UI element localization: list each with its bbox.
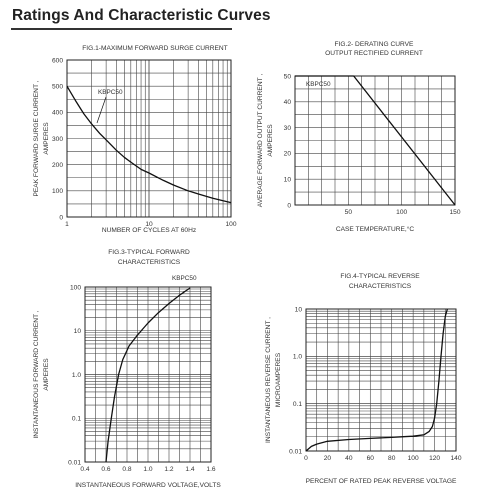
fig2-ytick-label: 30 xyxy=(284,125,292,132)
fig3-ytick-label: 10 xyxy=(74,328,82,335)
fig3-frame xyxy=(84,286,212,463)
fig3-title: CHARACTERISTICS xyxy=(118,259,181,266)
fig4-ytick-label: 0.01 xyxy=(289,448,302,455)
fig3-series-label: KBPC50 xyxy=(172,275,197,282)
fig3-xtick-label: 1.0 xyxy=(143,466,152,473)
fig3-xtick-label: 1.6 xyxy=(206,466,215,473)
fig3-ytick-label: 100 xyxy=(70,284,81,291)
fig2-title: OUTPUT RECTIFIED CURRENT xyxy=(325,50,423,57)
fig3-xtick-label: 0.6 xyxy=(101,466,110,473)
fig3-xtick-label: 1.4 xyxy=(185,466,194,473)
fig1-series-label: KBPC50 xyxy=(98,89,123,96)
fig2-ytick-label: 40 xyxy=(284,99,292,106)
fig4-xtick-label: 20 xyxy=(324,455,332,462)
fig1-xlabel: NUMBER OF CYCLES AT 60Hz xyxy=(102,227,196,234)
fig2-xtick-label: 50 xyxy=(345,209,353,216)
fig1-ytick-label: 300 xyxy=(52,136,63,143)
fig4-xtick-label: 120 xyxy=(429,455,440,462)
fig2-title: FIG.2- DERATING CURVE xyxy=(335,41,414,48)
fig4-ytick-label: 10 xyxy=(295,306,303,313)
fig1-xtick-label: 10 xyxy=(145,221,153,228)
fig4-chart: FIG.4-TYPICAL REVERSE CHARACTERISTICS 0 20 4… xyxy=(265,273,462,485)
fig4-ytick-label: 0.1 xyxy=(293,401,302,408)
fig4-xtick-label: 80 xyxy=(388,455,396,462)
fig1-xtick-label: 100 xyxy=(225,221,236,228)
fig1-ylabel: AMPERES xyxy=(43,122,50,155)
fig4-xlabel: PERCENT OF RATED PEAK REVERSE VOLTAGE xyxy=(306,478,457,485)
fig4-ylabel: MICROAMPERES xyxy=(275,352,282,407)
page-title: Ratings And Characteristic Curves xyxy=(12,7,271,24)
fig4-title: FIG.4-TYPICAL REVERSE xyxy=(340,273,420,280)
fig4-title: CHARACTERISTICS xyxy=(349,283,412,290)
fig1-ytick-label: 100 xyxy=(52,188,63,195)
fig3-ylabel: INSTANTANEOUS FORWARD CURRENT , xyxy=(33,310,40,438)
fig1-chart: FIG.1-MAXIMUM FORWARD SURGE CURRENT 1 10 10… xyxy=(33,45,237,234)
fig4-xtick-label: 0 xyxy=(304,455,308,462)
fig3-ylabel: AMPERES xyxy=(43,358,50,391)
fig3-ytick-label: 1.0 xyxy=(72,372,81,379)
fig2-xtick-label: 100 xyxy=(396,209,407,216)
fig3-xtick-label: 1.2 xyxy=(164,466,173,473)
fig3-title: FIG.3-TYPICAL FORWARD xyxy=(108,249,190,256)
fig3-xtick-label: 0.8 xyxy=(122,466,131,473)
fig4-xtick-label: 140 xyxy=(450,455,461,462)
fig3-grid xyxy=(84,286,212,463)
fig3-xtick-label: 0.4 xyxy=(80,466,89,473)
fig2-chart: FIG.2- DERATING CURVE OUTPUT RECTIFIED CU… xyxy=(257,41,461,233)
fig4-xtick-label: 60 xyxy=(367,455,375,462)
fig2-ylabel: AMPERES xyxy=(267,124,274,157)
fig3-series-line xyxy=(105,287,191,463)
fig1-xtick-label: 1 xyxy=(65,221,69,228)
fig3-ytick-label: 0.01 xyxy=(68,459,81,466)
fig4-grid xyxy=(305,308,457,452)
fig4-ylabel: INSTANTANEOUS REVERSE CURRENT , xyxy=(265,317,272,443)
title-underline xyxy=(11,28,232,30)
fig2-ytick-label: 50 xyxy=(284,73,292,80)
fig4-frame xyxy=(305,308,457,452)
fig1-series-line xyxy=(66,85,232,204)
fig1-ytick-label: 400 xyxy=(52,110,63,117)
fig2-series-line xyxy=(295,75,456,206)
fig1-ylabel: PEAK FORWARD SURGE CURRENT , xyxy=(33,80,40,196)
fig2-ytick-label: 0 xyxy=(287,202,291,209)
fig1-title: FIG.1-MAXIMUM FORWARD SURGE CURRENT xyxy=(82,45,227,52)
fig2-series-label: KBPC50 xyxy=(306,81,331,88)
fig1-ytick-label: 200 xyxy=(52,162,63,169)
fig4-series-line xyxy=(305,308,449,452)
fig2-ytick-label: 20 xyxy=(284,151,292,158)
fig2-ytick-label: 10 xyxy=(284,177,292,184)
fig1-grid xyxy=(66,59,232,218)
fig2-grid xyxy=(294,75,456,206)
fig2-frame xyxy=(294,75,456,206)
fig4-xtick-label: 100 xyxy=(408,455,419,462)
fig1-ytick-label: 600 xyxy=(52,57,63,64)
fig4-xtick-label: 40 xyxy=(345,455,353,462)
fig2-xlabel: CASE TEMPERATURE,°C xyxy=(336,225,414,233)
fig1-series-pointer xyxy=(96,96,107,124)
fig1-frame xyxy=(66,59,232,218)
fig4-ytick-label: 1.0 xyxy=(293,354,302,361)
fig1-ytick-label: 500 xyxy=(52,83,63,90)
fig3-ytick-label: 0.1 xyxy=(72,416,81,423)
fig2-xtick-label: 150 xyxy=(449,209,460,216)
fig2-ylabel: AVERAGE FORWARD OUTPUT CURRENT , xyxy=(257,74,264,208)
fig1-ytick-label: 0 xyxy=(59,214,63,221)
fig3-xlabel: INSTANTANEOUS FORWARD VOLTAGE,VOLTS xyxy=(75,482,221,489)
